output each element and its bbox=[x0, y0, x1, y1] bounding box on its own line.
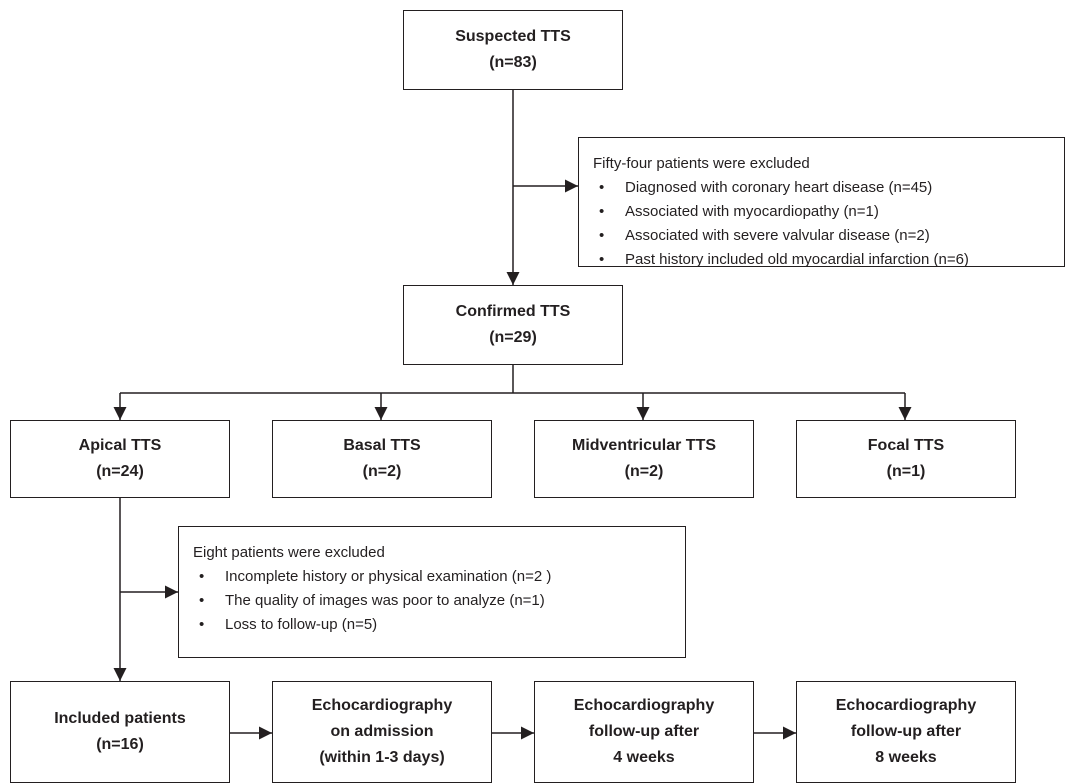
midventricular-tts-title: Midventricular TTS bbox=[571, 437, 717, 454]
apical-tts-count: (n=24) bbox=[96, 463, 144, 480]
exclusion-1-item: Associated with severe valvular disease … bbox=[593, 224, 1054, 248]
midventricular-tts-box: Midventricular TTS (n=2) bbox=[534, 420, 754, 498]
echo-4-weeks-line-3: 4 weeks bbox=[613, 749, 675, 766]
echo-8-weeks-box: Echocardiography follow-up after 8 weeks bbox=[796, 681, 1016, 783]
midventricular-tts-count: (n=2) bbox=[624, 463, 664, 480]
echo-admission-line-1: Echocardiography bbox=[311, 697, 453, 714]
echo-8-weeks-line-3: 8 weeks bbox=[875, 749, 937, 766]
confirmed-tts-count: (n=29) bbox=[489, 329, 537, 346]
included-patients-box: Included patients (n=16) bbox=[10, 681, 230, 783]
included-patients-title: Included patients bbox=[54, 710, 186, 727]
exclusion-2-item: Loss to follow-up (n=5) bbox=[193, 613, 675, 637]
exclusion-box-1: Fifty-four patients were excluded Diagno… bbox=[578, 137, 1065, 272]
echo-4-weeks-box: Echocardiography follow-up after 4 weeks bbox=[534, 681, 754, 783]
echo-4-weeks-line-2: follow-up after bbox=[588, 723, 700, 740]
exclusion-2-heading: Eight patients were excluded bbox=[193, 544, 385, 561]
exclusion-2-item: The quality of images was poor to analyz… bbox=[193, 589, 675, 613]
suspected-tts-box: Suspected TTS (n=83) bbox=[403, 10, 623, 90]
focal-tts-title: Focal TTS bbox=[867, 437, 945, 454]
exclusion-1-item: Diagnosed with coronary heart disease (n… bbox=[593, 176, 1054, 200]
focal-tts-count: (n=1) bbox=[886, 463, 926, 480]
suspected-tts-count: (n=83) bbox=[489, 54, 537, 71]
echo-admission-box: Echocardiography on admission (within 1-… bbox=[272, 681, 492, 783]
exclusion-1-list: Diagnosed with coronary heart disease (n… bbox=[593, 176, 1054, 272]
exclusion-2-list: Incomplete history or physical examinati… bbox=[193, 565, 675, 637]
basal-tts-count: (n=2) bbox=[362, 463, 402, 480]
exclusion-box-2: Eight patients were excluded Incomplete … bbox=[178, 526, 686, 658]
confirmed-tts-box: Confirmed TTS (n=29) bbox=[403, 285, 623, 365]
apical-tts-title: Apical TTS bbox=[78, 437, 162, 454]
echo-admission-line-3: (within 1-3 days) bbox=[319, 749, 445, 766]
echo-8-weeks-line-1: Echocardiography bbox=[835, 697, 977, 714]
basal-tts-box: Basal TTS (n=2) bbox=[272, 420, 492, 498]
echo-8-weeks-line-2: follow-up after bbox=[850, 723, 962, 740]
focal-tts-box: Focal TTS (n=1) bbox=[796, 420, 1016, 498]
apical-tts-box: Apical TTS (n=24) bbox=[10, 420, 230, 498]
exclusion-1-heading: Fifty-four patients were excluded bbox=[593, 155, 810, 172]
suspected-tts-title: Suspected TTS bbox=[455, 28, 571, 45]
basal-tts-title: Basal TTS bbox=[343, 437, 421, 454]
echo-admission-line-2: on admission bbox=[330, 723, 434, 740]
exclusion-2-item: Incomplete history or physical examinati… bbox=[193, 565, 675, 589]
confirmed-tts-title: Confirmed TTS bbox=[455, 303, 571, 320]
included-patients-count: (n=16) bbox=[96, 736, 144, 753]
exclusion-1-item: Past history included old myocardial inf… bbox=[593, 248, 1054, 272]
exclusion-1-item: Associated with myocardiopathy (n=1) bbox=[593, 200, 1054, 224]
echo-4-weeks-line-1: Echocardiography bbox=[573, 697, 715, 714]
